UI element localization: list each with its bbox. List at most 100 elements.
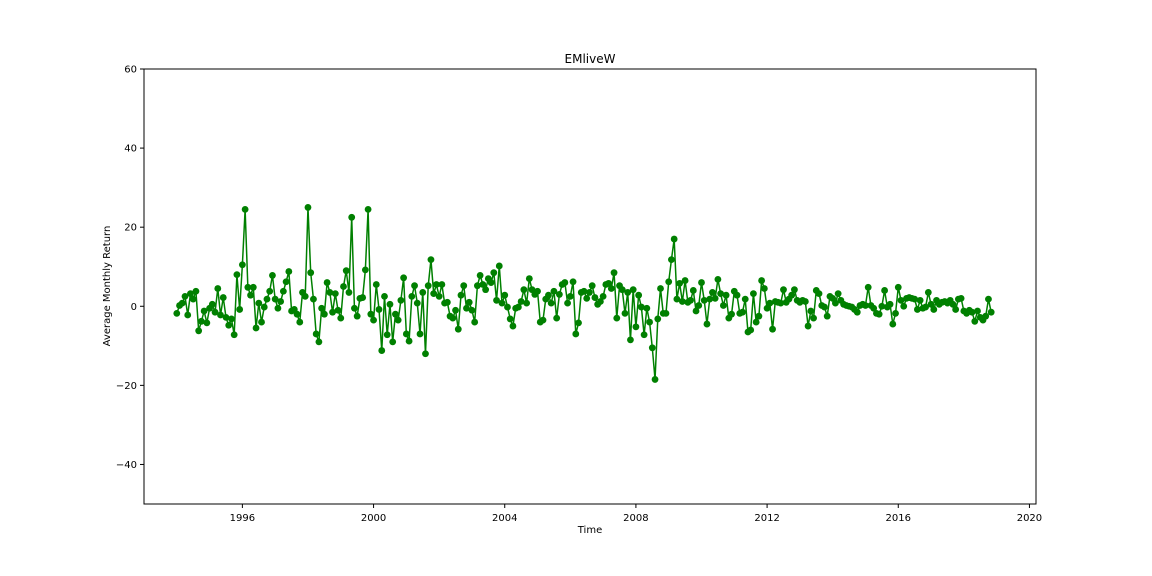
series-points	[173, 204, 995, 383]
data-point	[244, 283, 252, 291]
x-tick-label: 1996	[230, 513, 255, 524]
data-point	[460, 282, 468, 290]
data-point	[285, 268, 293, 275]
data-point	[200, 307, 208, 315]
data-point	[187, 290, 194, 298]
data-point	[457, 291, 465, 299]
data-point	[534, 287, 541, 295]
data-point	[419, 289, 427, 296]
data-point	[523, 299, 530, 307]
series-layer	[173, 204, 995, 383]
x-axis-label: Time	[577, 525, 602, 536]
data-point	[383, 331, 391, 339]
data-point	[618, 286, 626, 294]
data-point	[501, 291, 509, 299]
data-point	[610, 269, 618, 277]
data-point	[668, 256, 675, 264]
data-point	[422, 350, 429, 358]
data-point	[968, 308, 976, 316]
data-point	[949, 300, 957, 308]
data-point	[266, 287, 274, 295]
data-point	[864, 283, 872, 291]
data-point	[367, 310, 375, 318]
data-point	[853, 308, 861, 316]
data-point	[435, 292, 443, 300]
data-point	[564, 299, 571, 307]
data-point	[520, 286, 528, 294]
data-point	[810, 314, 817, 322]
data-point	[252, 324, 260, 332]
data-point	[203, 319, 211, 327]
data-point	[599, 292, 607, 300]
data-point	[301, 292, 309, 300]
y-tick-label: 60	[124, 65, 137, 76]
data-point	[178, 299, 186, 307]
data-point	[670, 235, 678, 243]
data-point	[678, 298, 686, 305]
data-point	[952, 306, 960, 313]
data-point	[637, 303, 645, 311]
data-point	[719, 302, 727, 309]
data-point	[881, 287, 888, 294]
data-point	[711, 294, 719, 302]
data-point	[364, 205, 372, 213]
data-point	[550, 287, 558, 295]
data-point	[269, 272, 276, 279]
data-point	[490, 269, 498, 277]
data-point	[892, 309, 899, 317]
data-point	[561, 279, 569, 286]
chart-title: EMliveW	[565, 52, 616, 66]
data-point	[971, 317, 979, 325]
data-point	[624, 289, 632, 296]
data-point	[780, 286, 787, 294]
data-point	[957, 294, 965, 302]
plot-area: 1996 2000 2004 2008 2012 2016 2020 −40 −20 0 20 40…	[116, 65, 1042, 525]
data-point	[752, 318, 760, 326]
x-tick-label: 2008	[623, 513, 648, 524]
data-point	[189, 295, 197, 303]
data-point	[381, 292, 388, 300]
data-point	[345, 289, 353, 296]
data-point	[238, 261, 246, 269]
data-point	[758, 277, 766, 284]
data-point	[635, 291, 643, 299]
data-point	[258, 318, 265, 326]
data-point	[479, 281, 487, 288]
data-point	[801, 298, 809, 305]
data-point	[370, 316, 377, 324]
data-point	[676, 279, 684, 287]
data-point	[255, 299, 263, 307]
data-point	[681, 277, 689, 284]
data-point	[452, 306, 459, 314]
data-point	[225, 321, 233, 329]
data-point	[378, 347, 386, 354]
y-tick-label: 20	[124, 223, 137, 234]
data-point	[709, 289, 716, 296]
data-point	[987, 308, 995, 316]
data-point	[689, 287, 697, 294]
data-point	[807, 307, 815, 315]
data-point	[315, 338, 323, 346]
data-point	[318, 304, 326, 312]
data-point	[195, 327, 203, 335]
data-point	[228, 315, 235, 323]
data-point	[927, 300, 935, 308]
data-point	[760, 285, 768, 292]
data-point	[804, 322, 812, 330]
data-point	[208, 300, 216, 308]
data-point	[433, 281, 440, 288]
data-point	[750, 290, 757, 298]
data-point	[222, 313, 230, 321]
data-point	[706, 295, 714, 303]
data-point	[397, 296, 405, 304]
data-point	[233, 271, 241, 279]
data-point	[648, 344, 656, 352]
x-tick-label: 2012	[754, 513, 779, 524]
data-point	[692, 307, 700, 315]
data-point	[588, 282, 596, 290]
data-point	[389, 338, 397, 346]
data-point	[359, 294, 367, 301]
data-point	[282, 278, 290, 286]
data-point	[662, 309, 670, 317]
data-point	[493, 296, 500, 304]
